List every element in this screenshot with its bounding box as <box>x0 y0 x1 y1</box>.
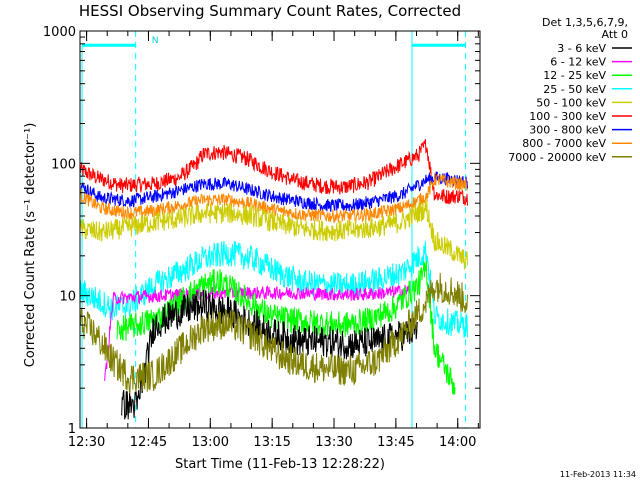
series-line-800-7000-kev <box>79 172 468 224</box>
chart-title: HESSI Observing Summary Count Rates, Cor… <box>79 2 461 20</box>
legend-label: 100 - 300 keV <box>529 110 606 123</box>
legend-label: 50 - 100 keV <box>536 96 606 109</box>
legend-label: 3 - 6 keV <box>557 42 606 55</box>
legend-label: 6 - 12 keV <box>550 56 606 69</box>
x-tick-label: 12:45 <box>130 435 167 450</box>
plot-frame <box>79 30 481 429</box>
legend-label: 300 - 800 keV <box>529 124 606 137</box>
series-line-25-50-kev <box>79 240 468 339</box>
legend-label: 800 - 7000 keV <box>522 137 606 150</box>
x-tick-label: 13:00 <box>192 435 229 450</box>
series-line-100-300-kev <box>79 139 468 207</box>
legend-label: 12 - 25 keV <box>543 69 606 82</box>
y-tick-label: 100 <box>51 157 76 172</box>
series-line-6-12-kev <box>104 284 411 381</box>
y-tick-label: 1000 <box>43 25 76 40</box>
footer-timestamp: 11-Feb-2013 11:34 <box>560 470 636 479</box>
y-axis-label: Corrected Count Rate (s⁻¹ detector⁻¹) <box>23 123 38 368</box>
legend-label: 7000 - 20000 keV <box>508 151 606 164</box>
series-line-7000-20000-kev <box>79 272 468 394</box>
series-line-50-100-kev <box>79 199 468 270</box>
annotation-label: N <box>152 36 159 46</box>
y-tick-label: 10 <box>59 290 76 305</box>
axes: 1 10 100 1000 12:30 12:45 13:00 13:15 13:30 13:45… <box>43 25 481 450</box>
x-tick-label: 14:00 <box>439 435 476 450</box>
legend-label: 25 - 50 keV <box>543 83 606 96</box>
y-tick-label: 1 <box>68 422 76 437</box>
x-axis-label: Start Time (11-Feb-13 12:28:22) <box>175 457 385 472</box>
series-line-300-800-kev <box>79 171 468 212</box>
x-tick-label: 13:30 <box>315 435 352 450</box>
series-line-12-25-kev <box>116 260 456 395</box>
x-tick-label: 13:45 <box>377 435 414 450</box>
x-tick-label: 12:30 <box>68 435 105 450</box>
plot-area <box>79 31 468 428</box>
legend-header: Att 0 <box>602 28 628 41</box>
legend-header: Det 1,3,5,6,7,9, <box>542 16 628 29</box>
x-tick-label: 13:15 <box>253 435 290 450</box>
